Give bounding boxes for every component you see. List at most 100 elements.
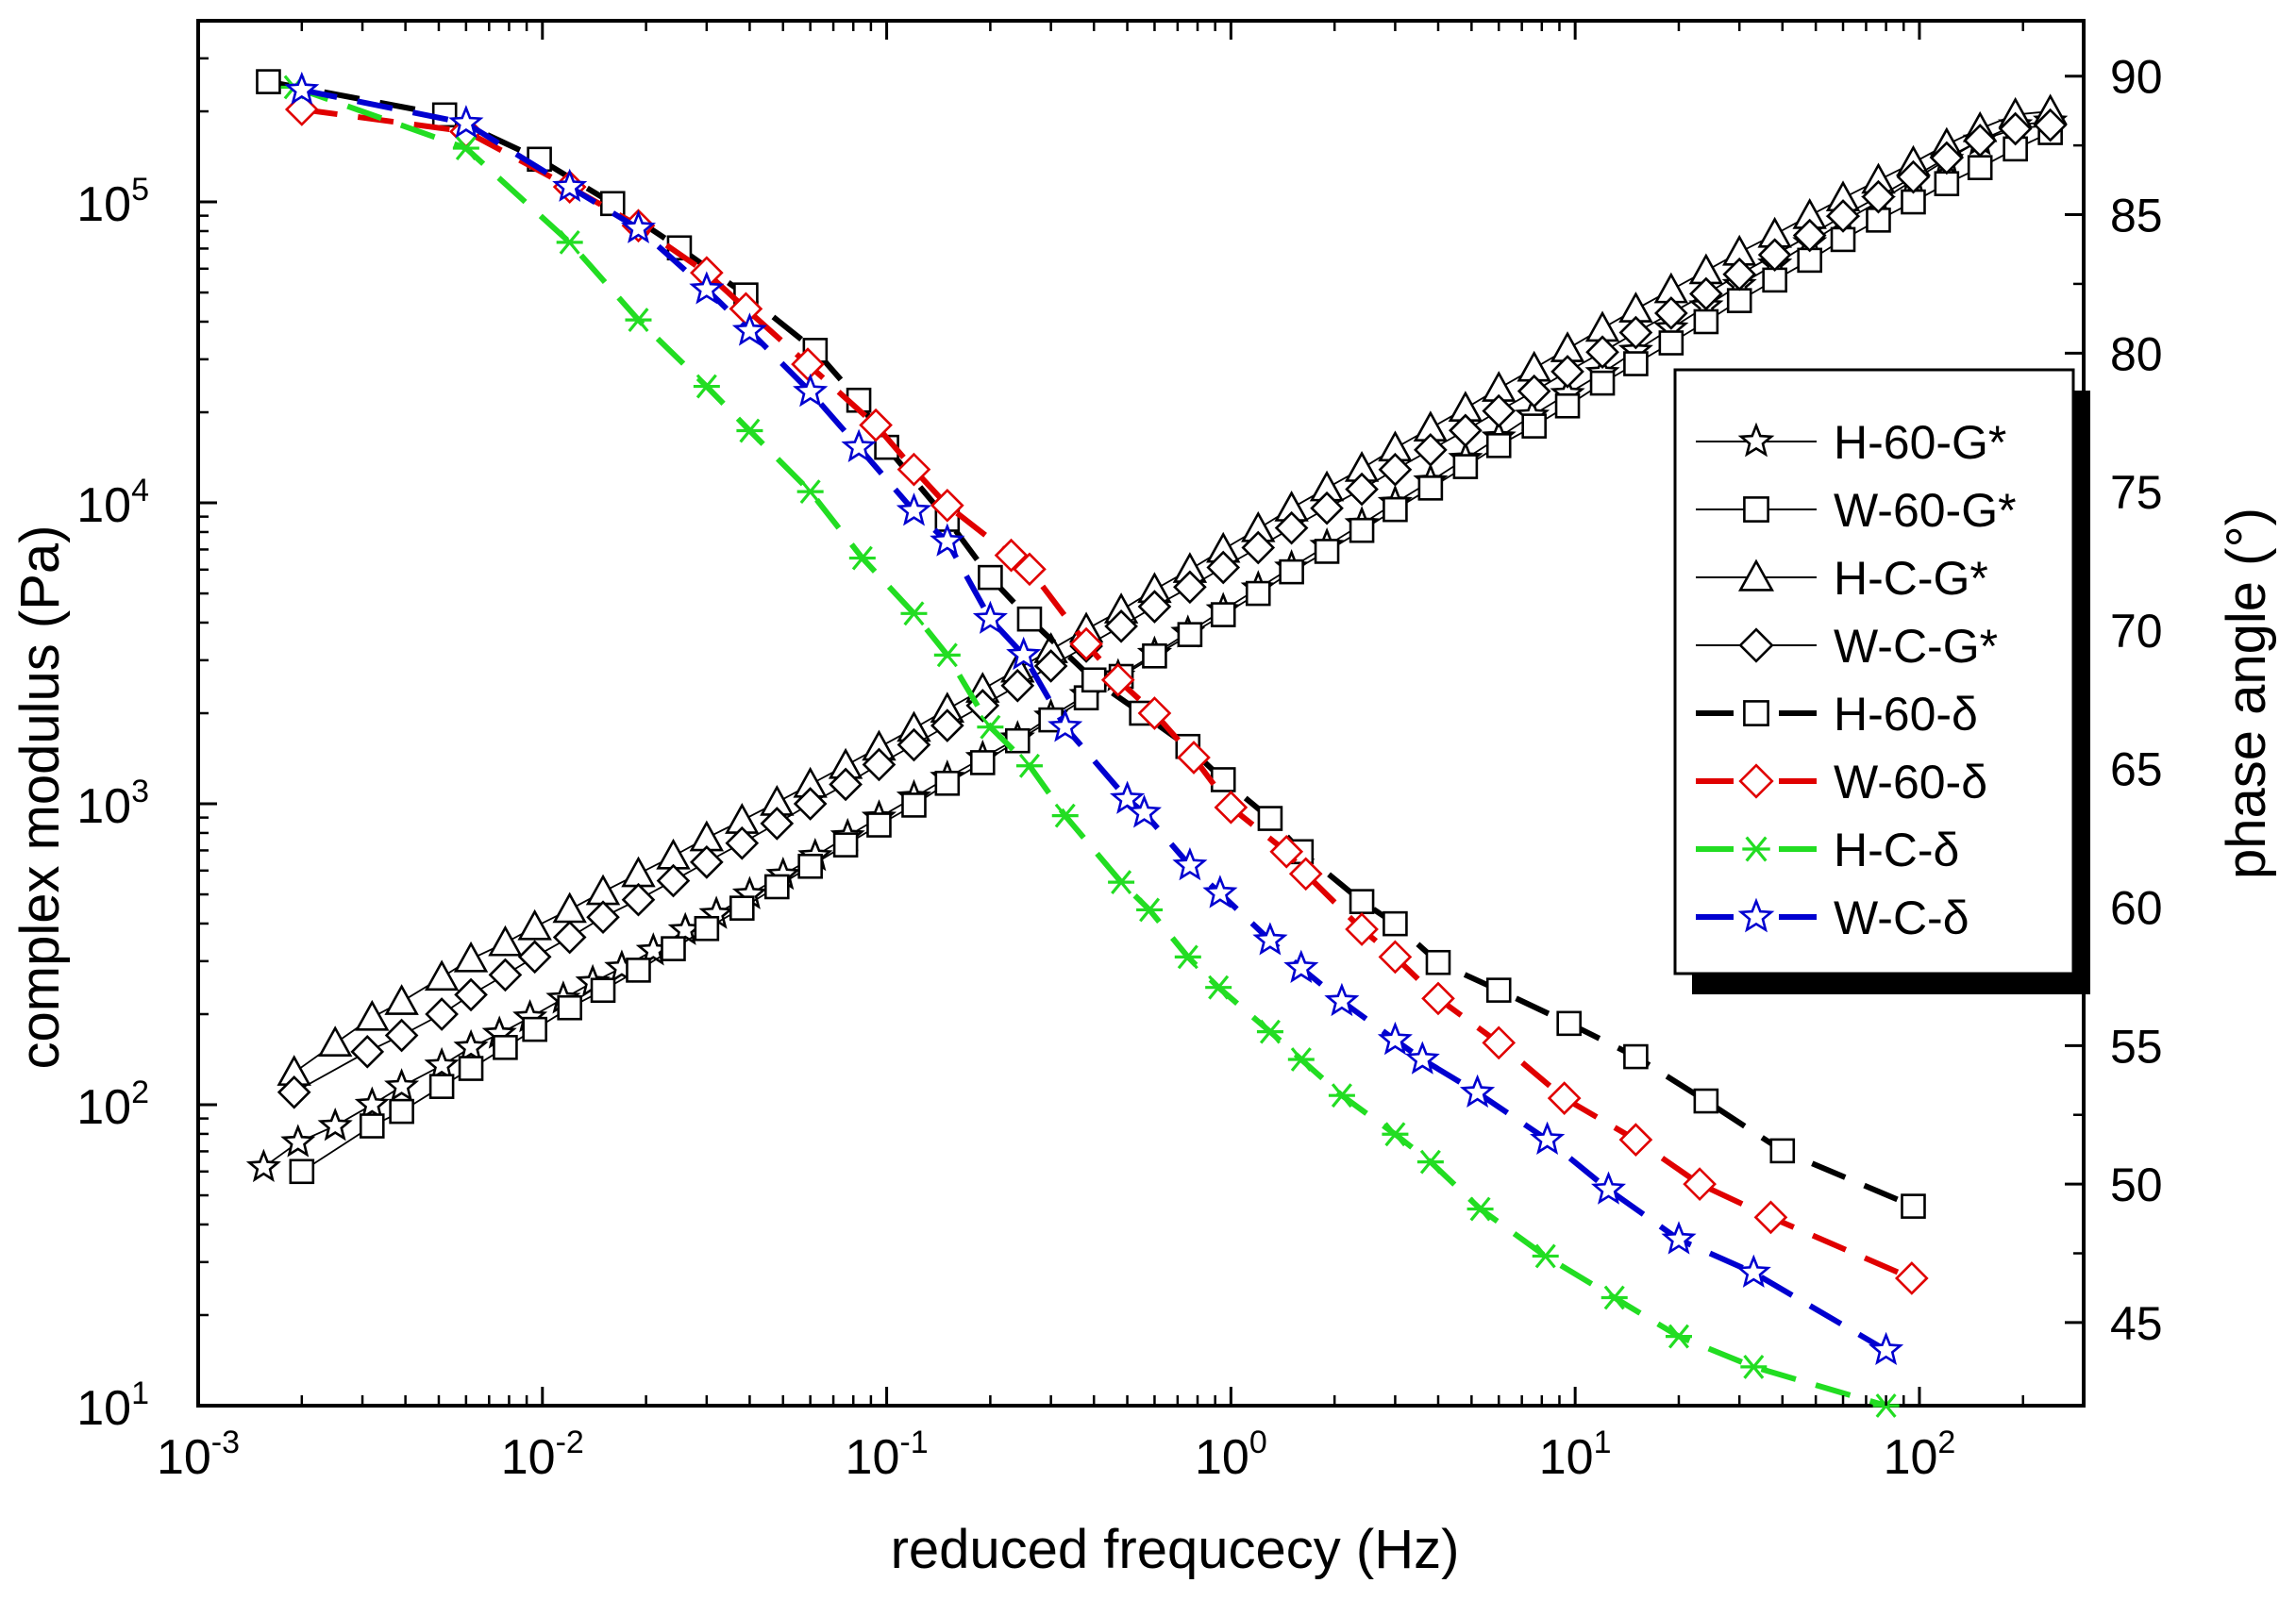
data-point [1142,642,1167,669]
legend-label: W-60-δ [1834,756,1987,808]
asterisk-stroke [1743,1354,1765,1379]
data-point [978,564,1003,591]
data-point [488,958,523,992]
data-point [1658,330,1684,356]
data-point [1585,335,1619,370]
data-point [848,545,876,571]
y2-tick-label: 80 [2110,327,2163,380]
series-line [293,110,2051,1074]
asterisk-stroke [799,479,821,505]
data-point [1015,753,1043,778]
data-point [1769,1138,1796,1164]
data-point [425,997,459,1031]
y-tick-label: 103 [76,774,149,834]
data-point [245,1148,281,1183]
data-point [317,1025,353,1058]
data-point [760,807,795,841]
y2-tick-label: 60 [2110,882,2163,935]
data-point [1345,472,1379,507]
data-point [1328,1083,1355,1108]
y2-tick-label: 90 [2110,51,2163,104]
legend-label: W-C-G* [1834,620,1998,673]
series-w-c- [284,71,1904,1366]
data-point [355,999,390,1031]
data-point [689,271,725,305]
data-point [556,229,583,255]
data-point [1414,433,1448,467]
data-point [1310,491,1344,525]
data-point [1283,949,1319,983]
data-point [1967,155,1993,181]
data-point [1556,1010,1582,1037]
legend-marker [1742,836,1770,862]
data-point [994,538,1029,573]
data-point [1257,806,1283,831]
x-tick-label: 101 [1539,1425,1612,1485]
data-point [552,920,587,955]
data-point [930,523,965,557]
data-point [1689,276,1723,311]
data-point [1126,794,1163,828]
data-point [1896,159,1931,194]
data-point [1214,790,1249,825]
y2-tick-label: 55 [2110,1020,2163,1073]
data-point [1252,922,1288,956]
y2-tick-label: 70 [2110,605,2163,658]
data-point [1530,1121,1566,1155]
asterisk-stroke [455,136,477,160]
series-h-c- [280,75,1900,1418]
data-point [1589,370,1616,396]
data-point [832,832,859,858]
data-point [736,418,763,443]
data-point [1554,392,1581,419]
data-point [1006,636,1042,671]
data-point [1416,1149,1444,1175]
data-point [1210,602,1236,627]
data-point [1618,315,1653,350]
data-point [389,1098,414,1125]
data-point [552,168,588,202]
data-point [1100,662,1135,697]
data-point [793,373,829,408]
y2-tick-label: 85 [2110,190,2163,242]
data-point [1693,308,1719,335]
data-point [1174,944,1201,970]
asterisk-stroke [1290,1047,1312,1072]
asterisk-stroke [903,601,925,626]
data-point [1459,1074,1496,1108]
series-w-c-g- [277,108,2068,1109]
data-point [256,69,281,94]
data-point [453,1028,489,1063]
legend-marker [1737,897,1775,933]
data-point [896,492,932,526]
series-layer [245,69,2069,1418]
data-point [621,882,656,917]
data-point [1383,496,1408,523]
data-point [1740,1354,1768,1379]
data-point [972,600,1008,634]
data-point [1600,1285,1628,1310]
data-point [1482,393,1517,428]
data-point [731,312,767,346]
legend-label: H-C-δ [1834,824,1959,876]
data-point [933,642,961,668]
data-point [969,750,996,775]
data-point [428,1074,455,1099]
data-point [1137,590,1172,624]
data-point [693,374,720,399]
data-point [590,977,616,1004]
data-point [517,940,552,975]
data-point [1618,1123,1653,1157]
data-point [453,941,489,973]
data-point [1000,668,1035,703]
data-point [384,984,419,1015]
data-point [901,792,927,818]
data-point [1547,1081,1582,1115]
asterisk-stroke [696,374,717,399]
legend: H-60-G* W-60-G* H-C-G* W-C-G* H-60-δ W-60-δ H-… [1673,368,2090,994]
asterisk-stroke [1139,897,1161,923]
data-point [1241,530,1276,565]
data-point [690,845,724,879]
asterisk-stroke [851,545,873,571]
data-point [1869,1331,1904,1366]
